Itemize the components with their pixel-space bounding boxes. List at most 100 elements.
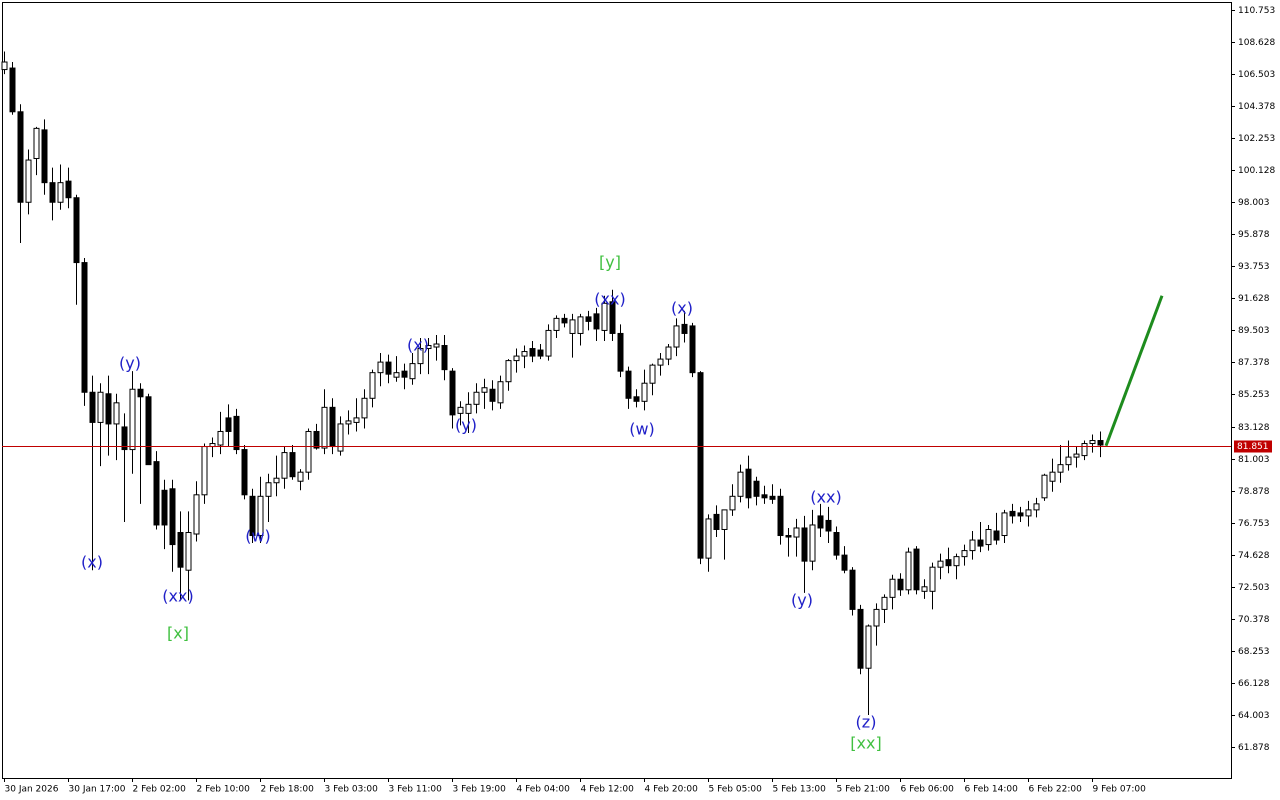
candle-body	[113, 402, 120, 425]
candle-body	[345, 420, 352, 425]
candle-body	[889, 578, 896, 598]
candle-body	[777, 495, 784, 537]
candle-body	[401, 370, 408, 378]
candle-body	[417, 348, 424, 365]
candle-body	[81, 262, 88, 393]
candle-body	[57, 182, 64, 203]
y-tick-label: 70.378	[1238, 615, 1270, 625]
candle-body	[1065, 456, 1072, 466]
candle-body	[201, 446, 208, 496]
candle-body	[857, 608, 864, 669]
candle-body	[425, 345, 432, 350]
candle-body	[801, 527, 808, 562]
candle-body	[905, 551, 912, 591]
current-price-label: 81.851	[1237, 442, 1269, 452]
candle-body	[785, 535, 792, 538]
candle-body	[393, 372, 400, 378]
x-tick-label: 9 Feb 07:00	[1093, 785, 1147, 795]
candle-body	[489, 388, 496, 402]
x-tick-label: 30 Jan 17:00	[69, 785, 126, 795]
candle-body	[1017, 512, 1024, 517]
candle-body	[929, 566, 936, 592]
candle-body	[737, 471, 744, 497]
candle-body	[257, 495, 264, 537]
candle-body	[937, 560, 944, 568]
candle-body	[121, 426, 128, 451]
candle-body	[65, 180, 72, 199]
candle-body	[545, 329, 552, 357]
wave-label: (xx)	[810, 488, 841, 507]
candle-body	[809, 524, 816, 562]
candle-body	[881, 596, 888, 610]
candle-body	[25, 159, 32, 203]
candle-body	[537, 349, 544, 357]
candle-body	[305, 430, 312, 473]
candle-body	[473, 391, 480, 405]
candle-body	[49, 182, 56, 203]
candle-body	[865, 625, 872, 669]
candle-body	[385, 361, 392, 375]
y-tick-label: 72.503	[1238, 583, 1270, 593]
y-tick-label: 78.878	[1238, 487, 1270, 497]
candle-body	[641, 382, 648, 402]
candle-body	[137, 388, 144, 398]
candle-body	[1025, 509, 1032, 517]
candle-body	[1, 61, 8, 71]
y-tick-label: 66.128	[1238, 679, 1270, 689]
y-tick-label: 106.503	[1238, 70, 1275, 80]
candle-body	[505, 360, 512, 383]
y-tick-label: 87.378	[1238, 358, 1270, 368]
candle-body	[1001, 512, 1008, 537]
candle-body	[1057, 464, 1064, 473]
candle-body	[1009, 510, 1016, 517]
candle-body	[961, 550, 968, 558]
candle-body	[593, 313, 600, 330]
candle-body	[105, 393, 112, 425]
y-tick-label: 95.878	[1238, 230, 1270, 240]
candle-body	[681, 323, 688, 334]
candle-body	[409, 363, 416, 380]
candle-body	[129, 388, 136, 451]
candle-body	[521, 351, 528, 357]
wave-label: (xx)	[162, 587, 193, 606]
candle-body	[145, 396, 152, 466]
candle-body	[561, 317, 568, 324]
candle-body	[769, 495, 776, 500]
y-tick-label: 68.253	[1238, 647, 1270, 657]
wave-label: (xx)	[594, 290, 625, 309]
candle-body	[513, 355, 520, 362]
y-tick-label: 108.628	[1238, 38, 1275, 48]
candle-body	[297, 471, 304, 482]
candle-body	[985, 528, 992, 546]
candle-body	[313, 430, 320, 449]
candle-body	[73, 197, 80, 264]
y-tick-label: 85.253	[1238, 390, 1270, 400]
x-tick-label: 4 Feb 20:00	[645, 785, 699, 795]
x-tick-label: 5 Feb 05:00	[709, 785, 763, 795]
candle-body	[705, 518, 712, 559]
candle-body	[233, 415, 240, 451]
candle-body	[553, 317, 560, 331]
candle-body	[225, 417, 232, 432]
candle-body	[665, 346, 672, 360]
candle-body	[497, 381, 504, 404]
y-tick-label: 64.003	[1238, 711, 1270, 721]
x-tick-label: 3 Feb 03:00	[325, 785, 379, 795]
x-tick-label: 5 Feb 13:00	[773, 785, 827, 795]
wave-label: (y)	[791, 591, 813, 610]
y-tick-label: 74.628	[1238, 551, 1270, 561]
candle-body	[817, 515, 824, 529]
candle-body	[529, 348, 536, 357]
candle-body	[913, 548, 920, 591]
candle-body	[249, 495, 256, 537]
y-tick-label: 61.878	[1238, 743, 1270, 753]
candle-body	[89, 391, 96, 423]
candle-body	[833, 532, 840, 556]
candle-body	[1089, 440, 1096, 445]
x-tick-label: 4 Feb 12:00	[581, 785, 635, 795]
candle-body	[41, 129, 48, 184]
candle-body	[825, 519, 832, 532]
candle-body	[217, 430, 224, 446]
wave-label: [y]	[599, 253, 621, 272]
candle-body	[897, 578, 904, 591]
